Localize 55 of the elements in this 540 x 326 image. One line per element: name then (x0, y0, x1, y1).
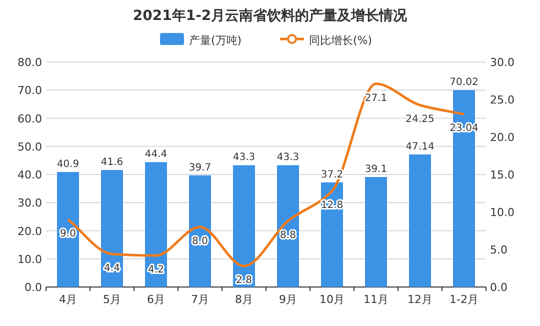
y2-tick-label: 20.0 (490, 131, 514, 144)
data-label: 8.0 (192, 236, 208, 247)
x-tick-label: 12月 (408, 293, 432, 306)
data-label: 4.2 (148, 264, 164, 276)
x-tick-label: 5月 (103, 293, 121, 306)
bar (101, 170, 123, 287)
x-tick-label: 11月 (364, 293, 388, 306)
x-tick-label: 9月 (279, 293, 297, 306)
bar (409, 154, 431, 287)
y2-tick-label: 10.0 (490, 206, 514, 219)
data-label: 2.8 (236, 275, 252, 286)
y-tick-label: 40.0 (18, 168, 42, 182)
data-label: 39.1 (364, 164, 388, 176)
bar (233, 165, 255, 287)
bar (189, 175, 211, 287)
data-label: 41.6 (100, 157, 124, 168)
y2-tick-label: 15.0 (490, 168, 514, 182)
x-tick-label: 7月 (191, 293, 209, 306)
bar (145, 162, 167, 287)
y-tick-label: 0.0 (24, 281, 42, 294)
data-label: 40.9 (56, 158, 80, 170)
data-label: 27.1 (364, 92, 388, 104)
legend-label: 同比增长(%) (309, 34, 372, 47)
y2-tick-label: 0.0 (490, 281, 508, 294)
y-tick-label: 70.0 (18, 84, 42, 98)
bar (277, 165, 299, 287)
bar (365, 177, 387, 287)
data-label: 9.0 (60, 228, 76, 240)
x-tick-label: 10月 (320, 293, 344, 306)
y2-tick-label: 25.0 (490, 94, 514, 106)
y-tick-label: 30.0 (18, 196, 42, 210)
x-tick-label: 4月 (59, 293, 77, 306)
data-label: 43.3 (232, 152, 256, 164)
legend-label: 产量(万吨) (189, 34, 242, 47)
y-tick-label: 20.0 (18, 224, 42, 238)
data-label: 4.4 (104, 263, 120, 274)
data-label: 70.02 (450, 77, 478, 88)
x-tick-label: 8月 (235, 293, 253, 306)
data-label: 43.3 (276, 152, 300, 164)
data-label: 12.8 (320, 200, 344, 211)
y-tick-label: 10.0 (18, 252, 42, 266)
data-label: 44.4 (144, 149, 168, 160)
y-tick-label: 60.0 (18, 112, 42, 126)
data-label: 8.8 (280, 230, 296, 241)
x-tick-label: 1-2月 (450, 293, 478, 306)
y-tick-label: 80.0 (18, 56, 42, 69)
data-label: 39.7 (188, 162, 212, 174)
y-tick-label: 50.0 (18, 140, 42, 154)
bar (57, 172, 79, 287)
y2-tick-label: 30.0 (490, 56, 514, 69)
chart-title: 2021年1-2月云南省饮料的产量及增长情况 (132, 7, 408, 24)
y2-tick-label: 5.0 (490, 244, 508, 256)
data-label: 47.14 (406, 141, 434, 152)
x-tick-label: 6月 (147, 293, 165, 306)
data-label: 24.25 (406, 114, 434, 126)
